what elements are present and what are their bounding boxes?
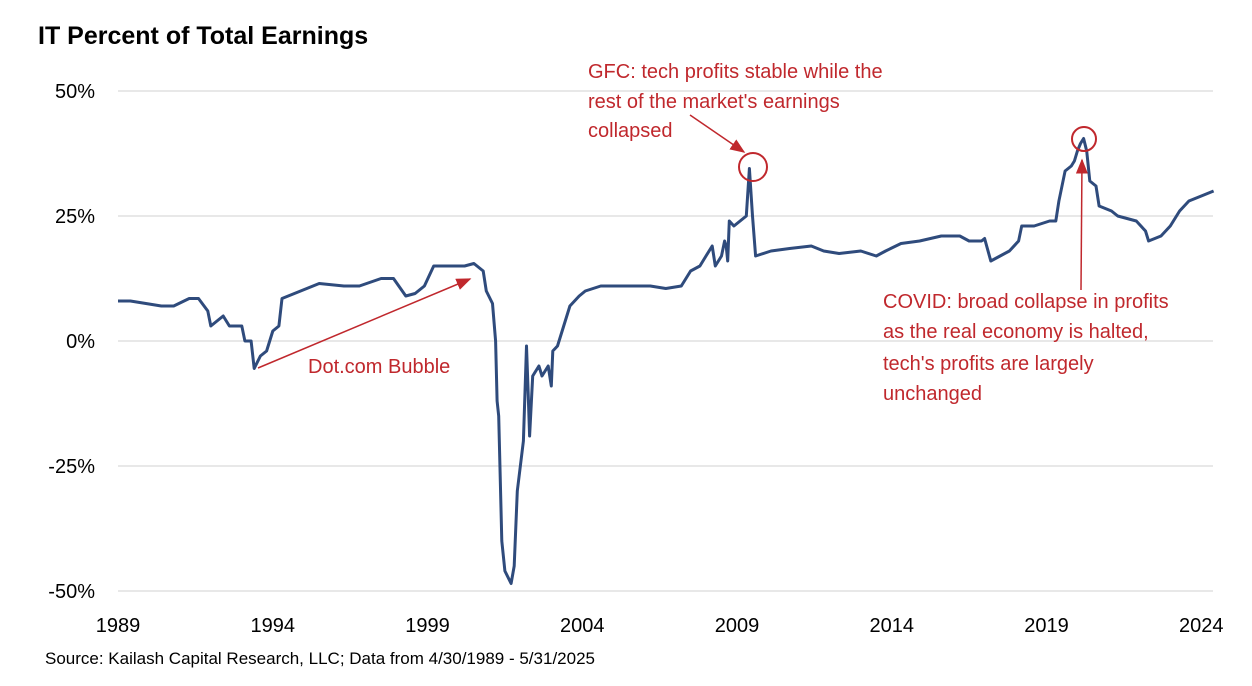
x-tick-label: 1999	[405, 615, 450, 637]
chart-title: IT Percent of Total Earnings	[38, 22, 368, 50]
annotation-arrow	[1075, 158, 1088, 291]
y-tick-label: -50%	[48, 581, 95, 603]
y-tick-label: 0%	[66, 331, 95, 353]
annotation: GFC: tech profits stable while the	[588, 61, 883, 83]
x-tick-label: 2024	[1179, 615, 1224, 637]
plot-area: -50% -25% 0% 25% 50% 1989 1994 1999 2004 2009 2014…	[48, 81, 1223, 637]
annotation-circle	[738, 152, 768, 182]
x-tick-label: 1989	[96, 615, 141, 637]
x-tick-label: 1994	[251, 615, 296, 637]
y-tick-label: 25%	[55, 206, 95, 228]
annotation: collapsed	[588, 120, 673, 142]
x-tick-label: 2004	[560, 615, 605, 637]
annotation: rest of the market's earnings	[588, 91, 840, 113]
source-note: Source: Kailash Capital Research, LLC; D…	[45, 649, 595, 668]
annotation: Dot.com Bubble	[308, 356, 450, 378]
annotation-arrow	[257, 278, 472, 369]
y-tick-label: -25%	[48, 456, 95, 478]
x-tick-label: 2014	[870, 615, 915, 637]
annotation: as the real economy is halted,	[883, 321, 1149, 343]
annotation-circle	[1071, 126, 1097, 152]
annotation-arrow	[689, 114, 746, 153]
data-line	[118, 137, 1215, 585]
x-tick-label: 2009	[715, 615, 760, 637]
annotation: COVID: broad collapse in profits	[883, 291, 1169, 313]
annotation: tech's profits are largely	[883, 353, 1094, 375]
annotation: unchanged	[883, 383, 982, 405]
x-tick-label: 2019	[1024, 615, 1069, 637]
y-tick-label: 50%	[55, 81, 95, 103]
